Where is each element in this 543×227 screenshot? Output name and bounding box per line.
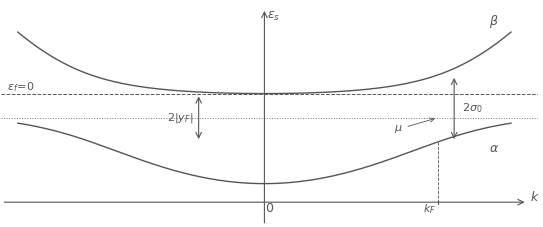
- Text: $\varepsilon_s$: $\varepsilon_s$: [267, 10, 280, 23]
- Text: $k_F$: $k_F$: [423, 202, 436, 216]
- Text: $\beta$: $\beta$: [489, 13, 498, 30]
- Text: $k$: $k$: [530, 190, 540, 204]
- Text: $2\sigma_0$: $2\sigma_0$: [462, 101, 483, 115]
- Text: $\varepsilon_f\!=\!0$: $\varepsilon_f\!=\!0$: [7, 80, 34, 94]
- Text: $0$: $0$: [266, 202, 274, 215]
- Text: $\mu$: $\mu$: [394, 118, 434, 135]
- Text: $\alpha$: $\alpha$: [489, 142, 499, 155]
- Text: $2|y_F|$: $2|y_F|$: [167, 111, 193, 125]
